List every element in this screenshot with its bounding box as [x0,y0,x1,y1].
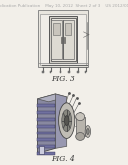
Bar [60,71,61,73]
Bar [49,16,77,63]
Bar [51,20,62,59]
Bar [77,71,79,73]
Bar [65,23,71,35]
Bar [63,20,74,59]
Bar [42,71,44,73]
Polygon shape [38,94,67,102]
Bar [38,118,55,121]
Text: FIG. 4: FIG. 4 [51,155,75,163]
Bar [76,117,85,136]
Bar [38,10,88,67]
Bar [38,125,55,128]
Circle shape [65,116,69,126]
Bar [38,132,55,134]
Bar [38,111,55,114]
Bar [51,18,76,61]
Text: FIG. 3: FIG. 3 [51,75,75,83]
Ellipse shape [76,132,85,140]
Text: Patent Application Publication    May 10, 2012  Sheet 2 of 3    US 2012/0111576 : Patent Application Publication May 10, 2… [0,4,128,8]
Bar [50,71,51,73]
Bar [68,71,70,73]
Bar [39,146,44,154]
Circle shape [59,103,75,138]
Ellipse shape [76,113,85,121]
Bar [38,145,55,148]
Bar [53,23,60,35]
Bar [61,37,62,43]
Bar [40,14,86,65]
Circle shape [85,126,90,137]
Circle shape [87,129,89,134]
Bar [38,152,55,155]
Polygon shape [55,94,67,148]
Bar [63,37,65,43]
Polygon shape [38,94,55,153]
Bar [38,138,55,141]
Bar [38,104,55,107]
Bar [85,71,87,73]
Circle shape [62,110,72,132]
